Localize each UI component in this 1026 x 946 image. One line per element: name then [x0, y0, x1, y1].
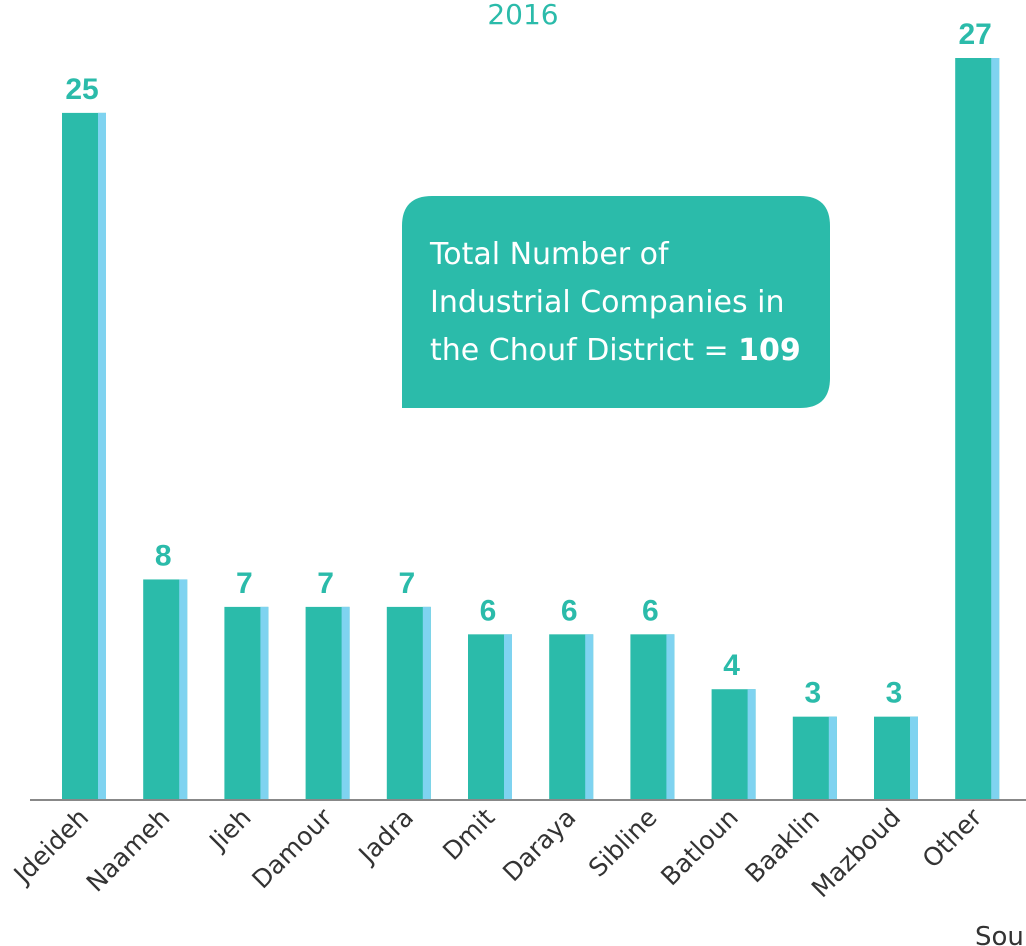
bar-edge — [422, 606, 431, 799]
value-label: 25 — [65, 73, 98, 106]
bar — [792, 716, 837, 799]
chart-subtitle: 2016 — [487, 0, 558, 31]
value-label: 3 — [886, 677, 903, 710]
value-label: 7 — [236, 567, 253, 600]
bar — [386, 606, 431, 799]
x-tick-label: Dmit — [437, 803, 500, 866]
x-tick-label: Sibline — [583, 803, 663, 883]
bar-edge — [910, 716, 918, 799]
value-label: 6 — [642, 594, 659, 627]
bar-edge — [747, 689, 756, 799]
annotation-total: 109 — [738, 333, 801, 368]
x-tick-label: Daraya — [497, 803, 581, 887]
bar — [955, 58, 1000, 799]
bar — [224, 606, 269, 799]
bar — [874, 716, 918, 799]
bar — [711, 689, 756, 799]
value-label: 3 — [804, 677, 821, 710]
annotation-line: Industrial Companies in — [430, 285, 785, 320]
bar-edge — [828, 716, 837, 799]
annotation-line: the Chouf District = 109 — [430, 333, 801, 368]
bar-edge — [666, 634, 675, 799]
value-label: 6 — [480, 594, 497, 627]
bar-edge — [585, 634, 594, 799]
x-tick-label: Jieh — [203, 803, 257, 857]
x-tick-label: Naameh — [81, 803, 176, 898]
bar-edge — [341, 606, 350, 799]
bar — [143, 579, 188, 799]
x-tick-label: Mazboud — [806, 803, 906, 903]
bar-edge — [98, 112, 106, 799]
bar — [62, 112, 106, 799]
bar — [468, 634, 512, 799]
value-label: 4 — [723, 649, 740, 682]
value-label: 6 — [561, 594, 578, 627]
x-tick-label: Jadra — [352, 803, 419, 870]
bar-edge — [991, 58, 1000, 799]
x-tick-label: Other — [917, 802, 988, 873]
value-label: 27 — [959, 18, 992, 51]
value-label: 7 — [317, 567, 334, 600]
annotation-box — [402, 196, 830, 408]
bar-edge — [504, 634, 512, 799]
annotation-line: Total Number of — [429, 237, 670, 272]
bar-edge — [179, 579, 188, 799]
bar-edge — [260, 606, 269, 799]
bar — [630, 634, 675, 799]
annotation-text: the Chouf District = — [430, 333, 738, 368]
bar — [549, 634, 594, 799]
source: Sou — [975, 922, 1024, 946]
x-tick-label: Damour — [246, 802, 338, 894]
value-label: 8 — [155, 539, 172, 572]
bar — [305, 606, 350, 799]
value-label: 7 — [398, 567, 415, 600]
x-tick-label: Batloun — [655, 803, 744, 892]
